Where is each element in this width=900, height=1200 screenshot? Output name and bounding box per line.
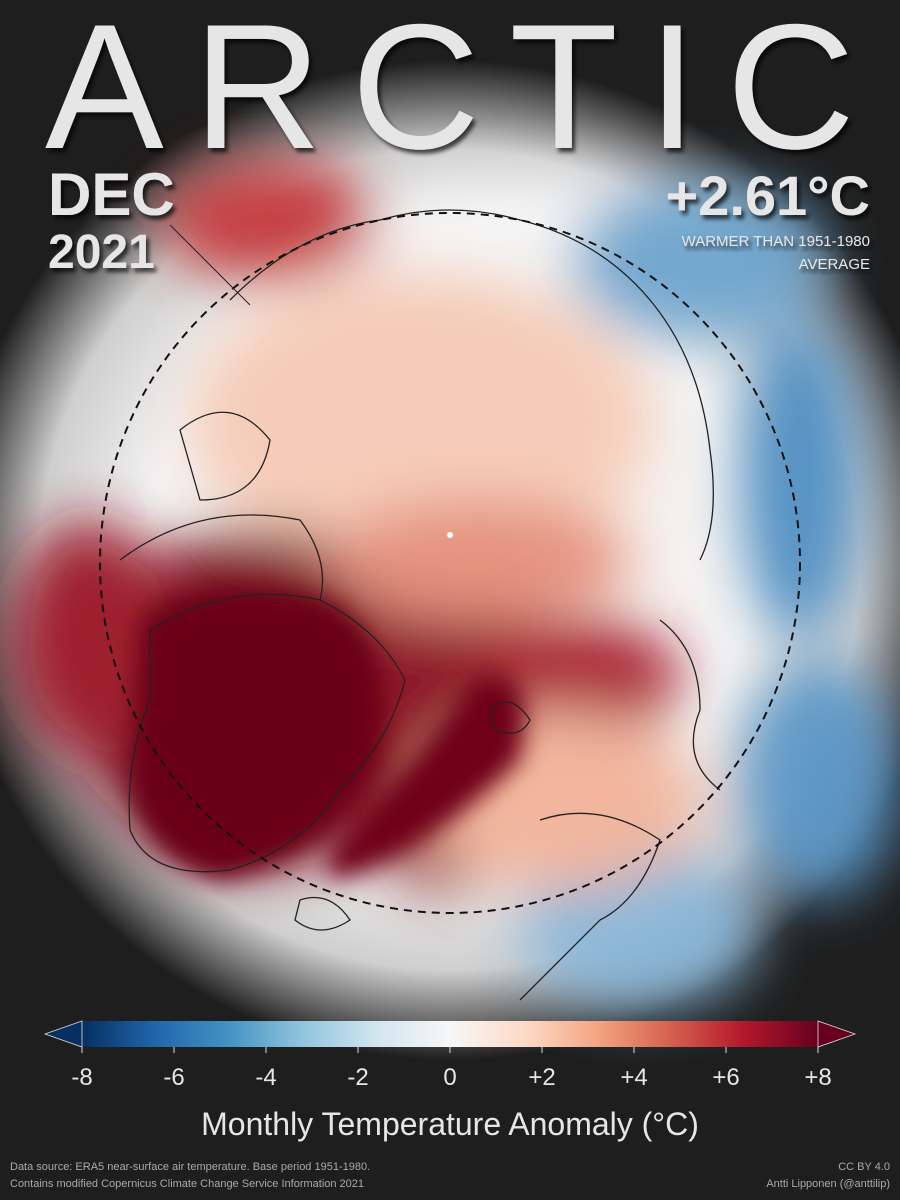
colorbar-tick-label: +6 (712, 1064, 739, 1091)
colorbar-label: Monthly Temperature Anomaly (°C) (201, 1106, 699, 1142)
colorbar-tick-label: -4 (255, 1064, 276, 1091)
anomaly-note: AVERAGE (799, 256, 870, 273)
colorbar-arrow-low (43, 1020, 83, 1048)
colorbar-tick-label: -8 (71, 1064, 92, 1091)
colorbar-tick-label: 0 (443, 1064, 456, 1091)
colorbar-arrow-high (817, 1020, 857, 1048)
colorbar-tick-label: -6 (163, 1064, 184, 1091)
colorbar-tick-label: -2 (347, 1064, 368, 1091)
colorbar-tick-label: +4 (620, 1064, 647, 1091)
month: DEC (48, 161, 175, 228)
colorbar: -8 -6 -4 -2 0 +2 +4 +6 +8 (43, 1020, 857, 1091)
footer-text: Contains modified Copernicus Climate Cha… (10, 1178, 364, 1190)
footer-text: Data source: ERA5 near-surface air tempe… (10, 1161, 370, 1173)
anomaly-value: +2.61°C (665, 164, 870, 227)
footer-text: Antti Lipponen (@anttilip) (766, 1178, 890, 1190)
anomaly-note: WARMER THAN 1951-1980 (682, 233, 870, 250)
footer-text: CC BY 4.0 (838, 1161, 890, 1173)
colorbar-fill (82, 1021, 818, 1047)
colorbar-tick-label: +2 (528, 1064, 555, 1091)
colorbar-tick-label: +8 (804, 1064, 831, 1091)
year: 2021 (48, 226, 155, 279)
